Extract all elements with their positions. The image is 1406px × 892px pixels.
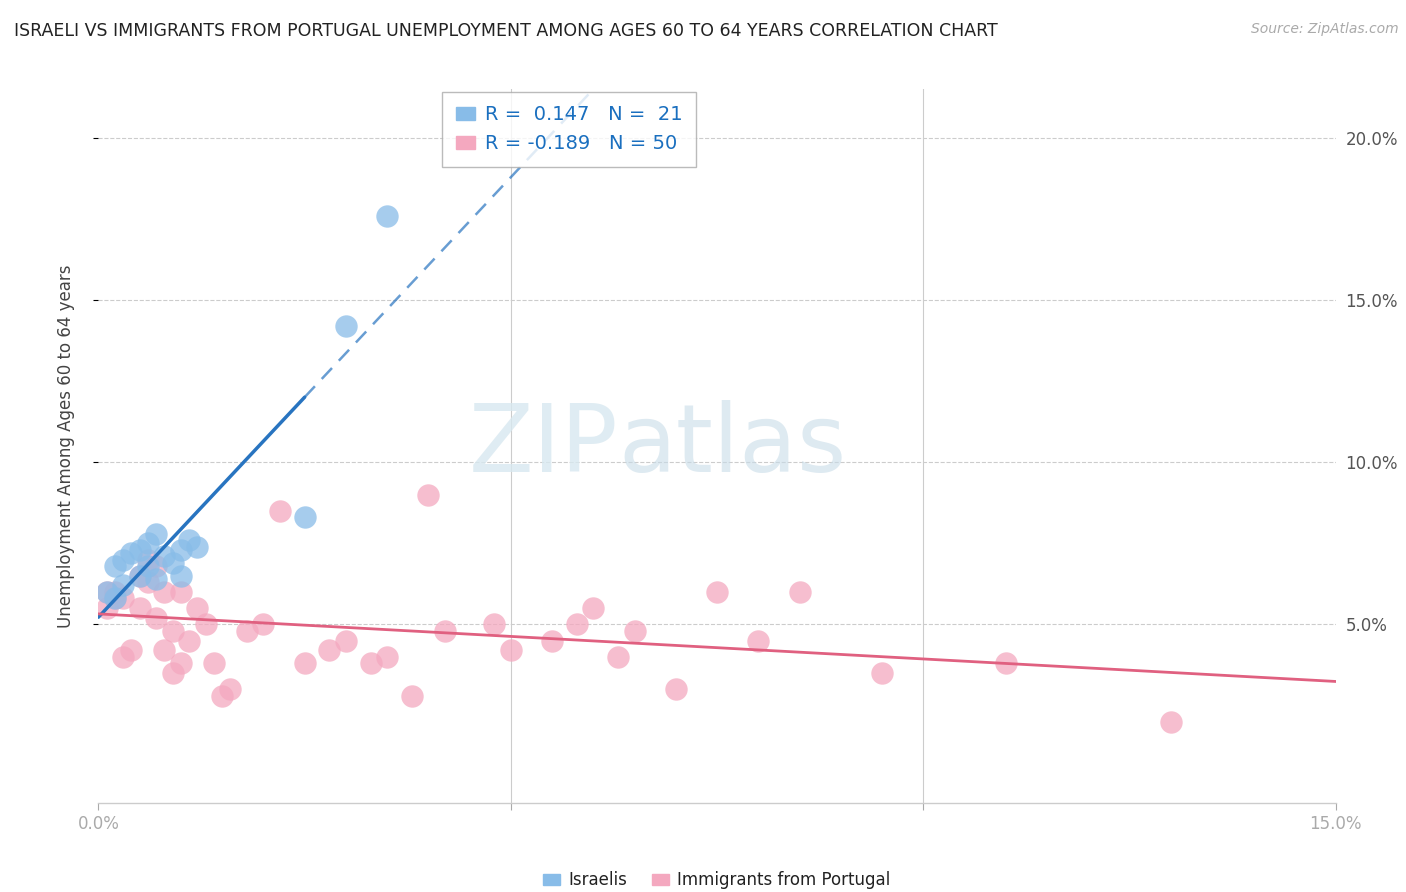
Point (541, 633, 564, 648)
Point (104, 591, 127, 606)
Point (194, 617, 217, 632)
Point (104, 559, 127, 574)
Point (120, 546, 142, 560)
Point (136, 575, 159, 590)
Point (294, 657, 316, 671)
Point (870, 666, 893, 681)
Point (433, 624, 456, 638)
Point (607, 649, 630, 664)
Point (186, 540, 208, 554)
Point (418, 488, 440, 502)
Point (623, 624, 645, 638)
Point (499, 643, 522, 657)
Point (360, 657, 382, 671)
Point (179, 533, 201, 547)
Point (335, 318, 357, 333)
Point (162, 624, 184, 638)
Text: atlas: atlas (619, 400, 846, 492)
Point (318, 643, 340, 657)
Point (252, 617, 274, 632)
Point (104, 591, 127, 606)
Text: ISRAELI VS IMMIGRANTS FROM PORTUGAL UNEMPLOYMENT AMONG AGES 60 TO 64 YEARS CORRE: ISRAELI VS IMMIGRANTS FROM PORTUGAL UNEM… (14, 22, 998, 40)
Point (665, 682, 688, 697)
Point (128, 542, 150, 557)
Point (401, 689, 423, 703)
Point (128, 568, 150, 582)
Point (112, 578, 135, 592)
Point (179, 633, 201, 648)
Point (162, 556, 184, 570)
Point (211, 689, 233, 703)
Point (153, 643, 176, 657)
Point (112, 649, 135, 664)
Point (994, 657, 1017, 671)
Point (136, 536, 159, 550)
Point (375, 649, 398, 664)
Point (112, 591, 135, 606)
Point (747, 633, 769, 648)
Point (153, 549, 176, 564)
Point (120, 643, 142, 657)
Point (145, 611, 167, 625)
Point (96, 585, 118, 599)
Point (582, 601, 605, 615)
Point (170, 657, 193, 671)
Point (153, 585, 176, 599)
Point (170, 542, 193, 557)
Point (706, 585, 728, 599)
Text: ZIP: ZIP (468, 400, 619, 492)
Point (565, 617, 588, 632)
Point (128, 601, 150, 615)
Point (484, 617, 506, 632)
Text: Source: ZipAtlas.com: Source: ZipAtlas.com (1251, 22, 1399, 37)
Point (162, 666, 184, 681)
Point (96, 601, 118, 615)
Point (375, 209, 398, 223)
Point (335, 633, 357, 648)
Point (112, 552, 135, 566)
Point (1160, 714, 1182, 729)
Point (136, 559, 159, 574)
Point (145, 526, 167, 541)
Point (170, 568, 193, 582)
Point (96, 585, 118, 599)
Legend: Israelis, Immigrants from Portugal: Israelis, Immigrants from Portugal (537, 864, 897, 892)
Point (186, 601, 208, 615)
Point (170, 585, 193, 599)
Point (145, 559, 167, 574)
Point (202, 657, 225, 671)
Point (269, 504, 291, 518)
Point (789, 585, 811, 599)
Point (128, 568, 150, 582)
Point (145, 572, 167, 586)
Point (104, 585, 127, 599)
Point (136, 552, 159, 566)
Y-axis label: Unemployment Among Ages 60 to 64 years: Unemployment Among Ages 60 to 64 years (56, 264, 75, 628)
Point (219, 682, 242, 697)
Point (294, 510, 316, 524)
Point (236, 624, 259, 638)
